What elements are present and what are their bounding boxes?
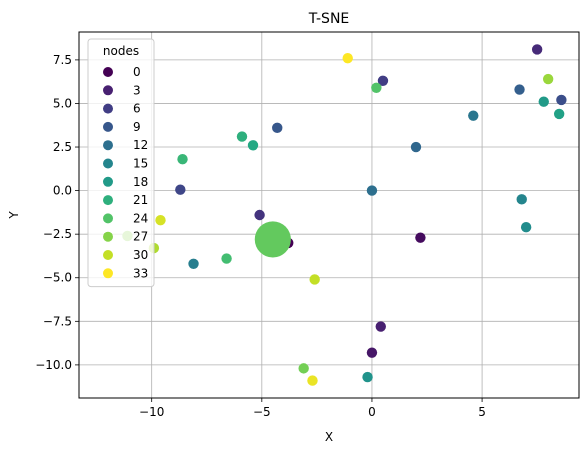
chart-title: T-SNE xyxy=(308,11,350,27)
data-point xyxy=(155,215,166,226)
data-point xyxy=(362,371,373,383)
data-points xyxy=(122,44,567,386)
legend-marker xyxy=(103,250,113,260)
legend-entry-label: 3 xyxy=(133,83,141,97)
plot-frame xyxy=(78,31,580,399)
legend-marker xyxy=(103,213,113,224)
legend-marker xyxy=(103,121,113,132)
data-point xyxy=(236,131,248,142)
data-point xyxy=(177,154,188,165)
x-tick-label: 0 xyxy=(368,405,376,419)
x-tick-label: −5 xyxy=(253,405,271,419)
data-point xyxy=(553,108,565,120)
data-point xyxy=(542,73,554,85)
y-tick-label: −5.0 xyxy=(43,271,72,285)
y-tick-label: −10.0 xyxy=(35,358,72,372)
data-point xyxy=(188,258,199,269)
legend-entry-label: 18 xyxy=(133,175,148,189)
data-point xyxy=(538,96,549,107)
data-point xyxy=(307,375,318,386)
legend-title: nodes xyxy=(103,44,139,58)
data-point xyxy=(254,221,291,258)
legend-marker xyxy=(103,85,113,96)
legend-marker xyxy=(103,231,113,242)
data-point xyxy=(410,141,422,153)
data-point xyxy=(516,194,527,205)
data-point xyxy=(415,232,426,243)
data-point xyxy=(375,321,386,332)
legend-entry-label: 0 xyxy=(133,65,141,79)
legend-marker xyxy=(103,158,113,169)
legend-marker xyxy=(103,103,113,114)
legend-marker xyxy=(103,67,113,77)
data-point xyxy=(175,184,186,195)
data-point xyxy=(254,209,265,221)
data-point xyxy=(298,363,309,374)
legend-box xyxy=(87,38,155,288)
legend-entry-label: 15 xyxy=(133,157,148,171)
data-point xyxy=(309,274,320,285)
data-point xyxy=(468,110,479,121)
data-point xyxy=(366,347,378,358)
y-axis-title: Y xyxy=(7,211,21,220)
x-axis-title: X xyxy=(325,430,333,444)
axis-ticks: −10 −5 0 5 −10.0 −7.5 −5.0 −2.5 0.0 2.5 5.0 7.5 xyxy=(35,53,486,419)
data-point xyxy=(342,52,353,64)
data-point xyxy=(221,253,232,264)
y-tick-label: −2.5 xyxy=(43,227,72,241)
legend-marker xyxy=(103,176,113,187)
grid-lines xyxy=(79,32,579,398)
data-point xyxy=(514,84,525,95)
y-tick-label: −7.5 xyxy=(43,314,72,328)
y-tick-label: 7.5 xyxy=(53,53,72,67)
data-point xyxy=(247,140,259,151)
data-point xyxy=(531,44,543,55)
legend-entry-label: 27 xyxy=(133,230,148,244)
legend-entry-label: 9 xyxy=(133,120,141,134)
legend-entry-label: 21 xyxy=(133,193,148,207)
x-tick-label: −10 xyxy=(139,405,164,419)
y-tick-label: 5.0 xyxy=(53,96,72,110)
data-point xyxy=(366,185,378,196)
legend-entry-label: 12 xyxy=(133,138,148,152)
data-point xyxy=(272,122,283,134)
legend-entry-label: 33 xyxy=(133,266,148,280)
legend-entry-label: 30 xyxy=(133,248,148,262)
x-tick-label: 5 xyxy=(478,405,486,419)
legend-marker xyxy=(103,268,113,279)
data-point xyxy=(371,82,382,93)
data-point xyxy=(556,94,567,106)
y-tick-label: 0.0 xyxy=(53,184,72,198)
legend-entry-label: 6 xyxy=(133,102,141,116)
legend: nodes 0 3 6 9 12 15 18 21 24 27 30 33 xyxy=(87,38,155,288)
legend-marker xyxy=(103,140,113,151)
y-tick-label: 2.5 xyxy=(53,140,72,154)
legend-entry-label: 24 xyxy=(133,211,148,225)
data-point xyxy=(377,75,389,87)
legend-marker xyxy=(103,195,113,206)
data-point xyxy=(520,222,532,233)
